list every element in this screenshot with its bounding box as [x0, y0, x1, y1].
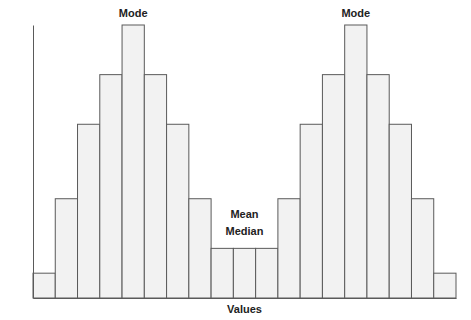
histogram-bar — [300, 124, 322, 298]
histogram-bar — [256, 248, 278, 298]
histogram-bar — [434, 273, 456, 298]
histogram-bar — [55, 199, 77, 298]
annotation: Median — [226, 225, 264, 237]
bars — [33, 25, 456, 298]
histogram-bar — [33, 273, 55, 298]
histogram-bar — [211, 248, 233, 298]
annotation: Mode — [119, 7, 148, 19]
y-axis — [33, 26, 34, 299]
histogram-bar — [78, 124, 100, 298]
histogram-bar — [144, 75, 166, 298]
histogram-bar — [389, 124, 411, 298]
histogram-bar — [322, 75, 344, 298]
histogram-bar — [167, 124, 189, 298]
annotation: Mode — [341, 7, 370, 19]
histogram-bar — [367, 75, 389, 298]
histogram-bar — [122, 25, 144, 298]
histogram-bar — [100, 75, 122, 298]
histogram-bar — [189, 199, 211, 298]
chart: Values Mode Mode Mean Median — [0, 0, 471, 320]
histogram-bar — [345, 25, 367, 298]
x-axis — [34, 298, 457, 299]
histogram-bar — [411, 199, 433, 298]
x-axis-title: Values — [227, 303, 262, 315]
histogram-bar — [233, 248, 255, 298]
annotation: Mean — [230, 208, 258, 220]
x-axis-line — [34, 298, 457, 299]
y-axis-line — [33, 26, 34, 299]
histogram-bar — [278, 199, 300, 298]
